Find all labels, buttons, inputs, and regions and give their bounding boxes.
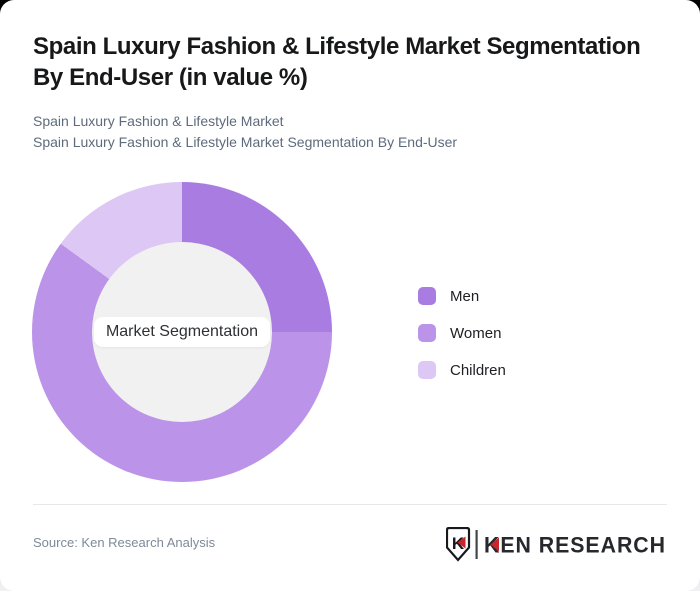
legend-swatch-men bbox=[418, 287, 436, 305]
page-title-line1: Spain Luxury Fashion & Lifestyle Market … bbox=[33, 33, 641, 60]
legend-swatch-children bbox=[418, 361, 436, 379]
legend: Men Women Children bbox=[418, 287, 506, 379]
page-title: Spain Luxury Fashion & Lifestyle Market … bbox=[33, 31, 641, 93]
logo-wordmark: KEN RESEARCH bbox=[484, 533, 666, 558]
legend-swatch-women bbox=[418, 324, 436, 342]
logo-shield-icon bbox=[446, 527, 471, 562]
donut-chart[interactable]: Market Segmentation bbox=[32, 182, 332, 482]
legend-label-men: Men bbox=[450, 287, 480, 305]
legend-item-women[interactable]: Women bbox=[418, 324, 506, 342]
logo-shield-triangle-icon bbox=[457, 536, 466, 549]
ken-research-logo: K KEN RESEARCH bbox=[446, 527, 666, 562]
legend-label-children: Children bbox=[450, 361, 506, 379]
donut-center: Market Segmentation bbox=[92, 242, 272, 422]
chart-subtitle-line2: Spain Luxury Fashion & Lifestyle Market … bbox=[33, 134, 458, 150]
chart-subtitle: Spain Luxury Fashion & Lifestyle Market … bbox=[33, 111, 457, 153]
logo-k-triangle-icon bbox=[490, 537, 499, 552]
logo-divider-bar bbox=[475, 530, 478, 559]
source-text: Source: Ken Research Analysis bbox=[33, 535, 216, 550]
page-title-line2: By End-User (in value %) bbox=[33, 64, 308, 91]
center-label-chip: Market Segmentation bbox=[93, 317, 271, 347]
legend-item-men[interactable]: Men bbox=[418, 287, 506, 305]
legend-label-women: Women bbox=[450, 324, 502, 342]
footer-divider bbox=[33, 504, 667, 505]
logo-shield-monogram: K bbox=[452, 534, 465, 553]
chart-subtitle-line1: Spain Luxury Fashion & Lifestyle Market bbox=[33, 113, 284, 129]
legend-item-children[interactable]: Children bbox=[418, 361, 506, 379]
center-label: Market Segmentation bbox=[105, 323, 259, 340]
